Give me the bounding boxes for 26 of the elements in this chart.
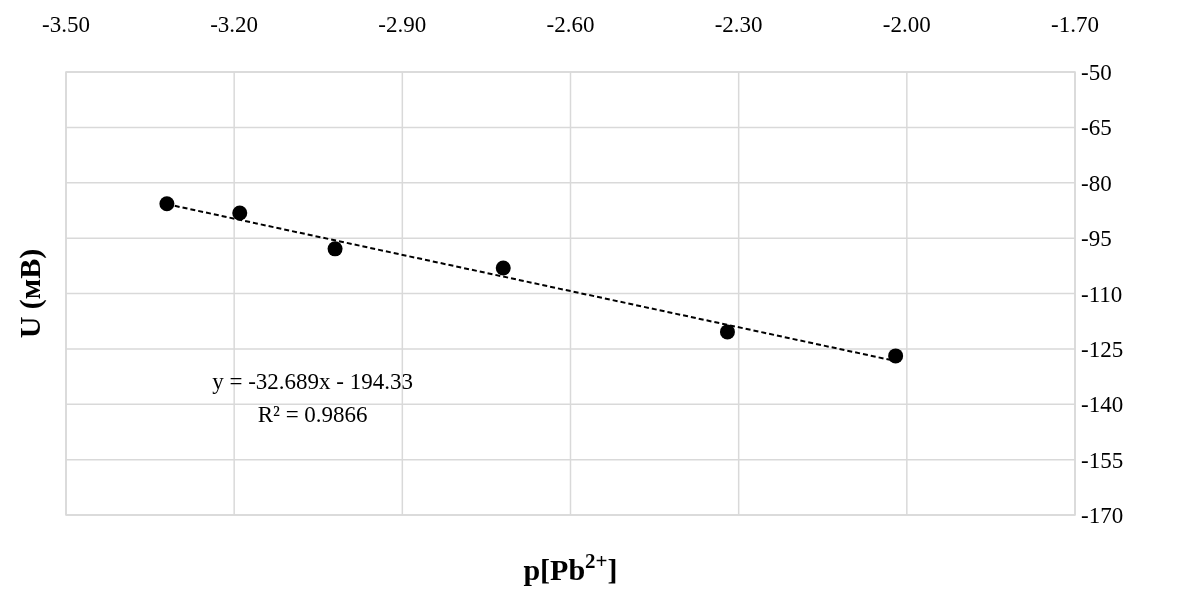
annotation: y = -32.689x - 194.33 (212, 369, 414, 395)
x-tick-label: -2.30 (714, 12, 763, 37)
x-tick-label: -3.20 (210, 12, 259, 37)
y-tick-label: -125 (1081, 336, 1124, 362)
y-tick-label: -80 (1081, 170, 1112, 196)
y-tick-label: -50 (1081, 60, 1112, 85)
x-tick-label: -1.70 (1051, 12, 1099, 37)
y-tick-label: -170 (1081, 503, 1124, 528)
y-axis-title: U (мВ) (13, 248, 47, 339)
point (159, 196, 175, 212)
x-tick-label: -3.50 (42, 12, 90, 37)
y-tick-label: -110 (1081, 281, 1123, 307)
point (232, 205, 248, 221)
x-tick-label: -2.60 (546, 12, 595, 37)
annotation: R² = 0.9866 (257, 402, 368, 428)
point (327, 241, 343, 257)
point (719, 324, 735, 340)
point (888, 348, 904, 364)
y-tick-label: -65 (1081, 115, 1112, 141)
x-tick-label: -2.00 (882, 12, 931, 37)
x-tick-label: -2.90 (378, 12, 427, 37)
y-tick-label: -155 (1081, 447, 1124, 473)
y-tick-label: -95 (1081, 226, 1112, 252)
point (495, 260, 511, 276)
y-tick-label: -140 (1081, 392, 1124, 418)
x-axis-title: p[Pb$^{2+}$] (523, 549, 618, 586)
